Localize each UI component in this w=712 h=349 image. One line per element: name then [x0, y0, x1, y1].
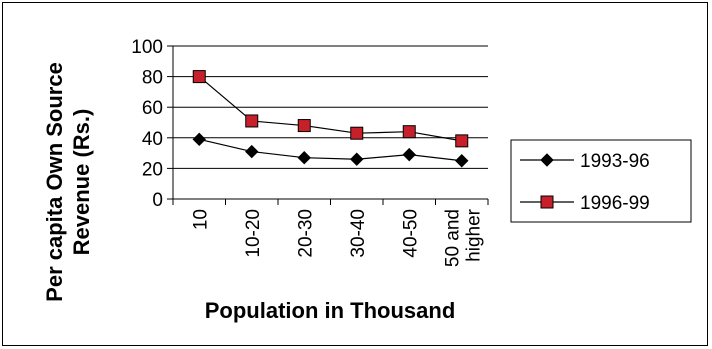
axes: [167, 45, 489, 205]
data-point-diamond: [540, 153, 554, 167]
x-tick-label: 20-30: [295, 209, 316, 258]
x-tick-label: 10: [190, 209, 211, 230]
x-tick-label: 30-40: [348, 209, 369, 258]
x-tick-labels: 10 10-20 20-30 30-40 40-50 50 and higher: [190, 208, 484, 267]
x-tick-label: 10-20: [243, 209, 264, 258]
series-line-1993-96: [199, 138, 462, 162]
data-point-diamond: [402, 147, 416, 162]
data-point-diamond: [192, 132, 206, 147]
y-axis-title-line-1: Per capita Own Source: [42, 62, 67, 302]
data-point-square: [540, 195, 554, 209]
gridlines: [173, 45, 488, 169]
legend-label: 1996-99: [580, 193, 650, 214]
x-axis-title: Population in Thousand: [205, 298, 456, 323]
data-point-diamond: [350, 152, 364, 166]
y-tick-label: 80: [142, 68, 163, 89]
y-tick-label: 40: [142, 129, 163, 150]
series-line-1996-99: [198, 76, 462, 142]
y-tick-label: 0: [152, 190, 163, 211]
y-tick-label: 60: [142, 98, 163, 119]
legend: 1993-96 1996-99: [510, 139, 692, 223]
data-point-square: [297, 119, 311, 133]
data-point-square: [350, 126, 364, 140]
series-markers: [192, 70, 469, 168]
data-point-square: [245, 114, 259, 128]
data-point-square: [402, 125, 416, 139]
series-lines: [198, 76, 462, 162]
x-tick-label: 40-50: [400, 209, 421, 258]
data-point-diamond: [245, 144, 259, 159]
data-point-diamond: [455, 154, 469, 168]
x-tick-label: higher: [463, 208, 484, 261]
data-point-square: [192, 70, 206, 84]
y-tick-label: 20: [142, 159, 163, 180]
data-point-square: [455, 134, 469, 148]
legend-label: 1993-96: [580, 151, 650, 172]
y-axis-title-line-2: Revenue (Rs.): [69, 109, 94, 256]
x-tick-label: 50 and: [442, 209, 463, 267]
y-tick-label: 100: [131, 37, 163, 58]
data-point-diamond: [297, 150, 311, 165]
y-tick-labels: 0 20 40 60 80 100: [131, 37, 163, 211]
